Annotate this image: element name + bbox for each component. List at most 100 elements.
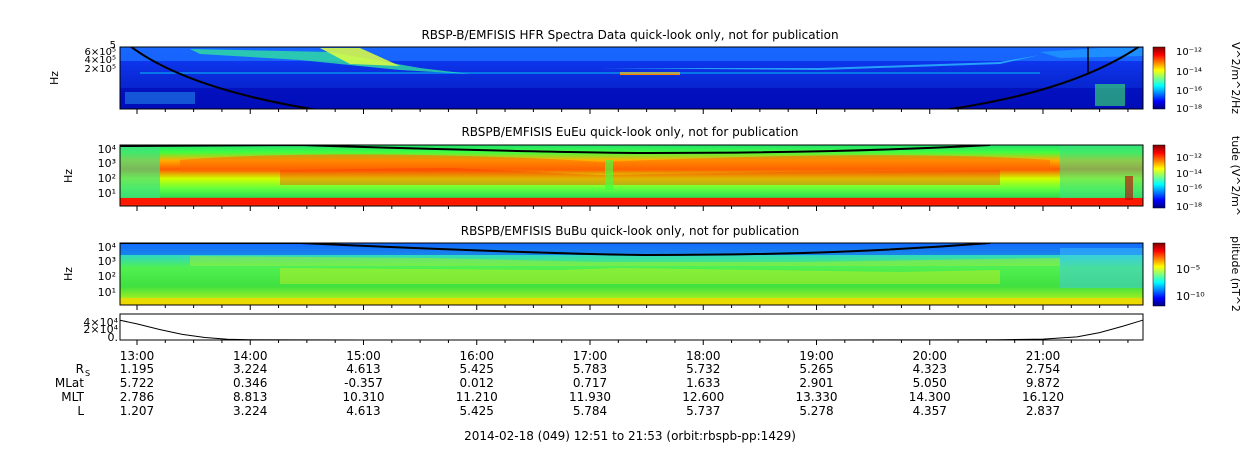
- ephemeris-value: 5.050: [913, 376, 947, 390]
- eueu-ylabel: Hz: [62, 169, 75, 183]
- bubu-ytick-label: 10³: [98, 255, 116, 268]
- ephemeris-value: 4.323: [913, 362, 947, 376]
- ephemeris-value: 5.783: [573, 362, 607, 376]
- ephemeris-row-label: MLT: [61, 390, 84, 404]
- ephemeris-value: 5.722: [120, 376, 154, 390]
- bubu-spectrogram: [120, 243, 1143, 305]
- bubu-panel: RBSPB/EMFISIS BuBu quick-look only, not …: [62, 224, 1242, 312]
- bubu-colorbar: [1152, 242, 1166, 307]
- ephemeris-value: 5.265: [799, 362, 833, 376]
- bubu-cyclotron-curve: [120, 243, 991, 257]
- ephemeris-value: 0.012: [460, 376, 494, 390]
- bubu-ytick-label: 10⁴: [98, 241, 117, 254]
- ephemeris-value: 9.872: [1026, 376, 1060, 390]
- ephemeris-value: 1.633: [686, 376, 720, 390]
- bubu-cbar-tick: 10⁻¹⁰: [1176, 290, 1205, 303]
- hfr-colorbar: [1152, 46, 1166, 110]
- ephemeris-value: -0.357: [344, 376, 383, 390]
- line-xticks: [136, 340, 1129, 345]
- eueu-cbar-label: tude (V^2/m^: [1229, 136, 1242, 216]
- ephemeris-value: 14.300: [909, 390, 951, 404]
- bubu-frame: [119, 242, 1144, 306]
- line-ytick-label: 0.: [108, 331, 119, 344]
- bubu-cbar-label: plitude (nT^2: [1229, 236, 1242, 312]
- ephemeris-value: 5.732: [686, 362, 720, 376]
- ephemeris-value: 2.837: [1026, 404, 1060, 418]
- eueu-frame: [119, 144, 1144, 207]
- line-ytick-label: 4×10⁴: [83, 316, 118, 329]
- hfr-cbar-tick: 10⁻¹⁶: [1176, 86, 1202, 97]
- ephemeris-value: 3.224: [233, 362, 267, 376]
- ephemeris-value: 1.207: [120, 404, 154, 418]
- time-label: 16:00: [459, 349, 494, 363]
- ephemeris-row-subscript: S: [85, 369, 90, 378]
- ephemeris-value: 11.930: [569, 390, 611, 404]
- hfr-ytop-label: 5: [110, 40, 116, 51]
- ephemeris-value: 0.717: [573, 376, 607, 390]
- ephemeris-value: 13.330: [795, 390, 837, 404]
- ephemeris-value: 5.784: [573, 404, 607, 418]
- line-panel: 4×10⁴ 2×10⁴ 0.: [83, 313, 1144, 345]
- hfr-plasma-curve: [129, 47, 1141, 109]
- eueu-panel: RBSPB/EMFISIS EuEu quick-look only, not …: [62, 125, 1242, 216]
- eueu-title: RBSPB/EMFISIS EuEu quick-look only, not …: [461, 125, 798, 139]
- ephemeris-value: 2.901: [799, 376, 833, 390]
- hfr-ytick-label: 2×10⁵: [85, 64, 116, 75]
- ephemeris-value: 5.278: [799, 404, 833, 418]
- hfr-ytick-label: 6×10⁵: [85, 47, 116, 58]
- hfr-panel: RBSP-B/EMFISIS HFR Spectra Data quick-lo…: [48, 28, 1242, 115]
- hfr-xticks: [136, 109, 1129, 114]
- time-label: 15:00: [346, 349, 381, 363]
- time-label: 17:00: [573, 349, 608, 363]
- line-ytick-label: 2×10⁴: [83, 323, 118, 336]
- bubu-xticks: [136, 305, 1129, 310]
- line-frame: [119, 313, 1144, 341]
- ephemeris-value: 4.357: [913, 404, 947, 418]
- eueu-xticks: [136, 206, 1129, 211]
- bubu-ytick-label: 10²: [98, 270, 116, 283]
- hfr-spectrogram: [120, 47, 1143, 109]
- ephemeris-value: 3.224: [233, 404, 267, 418]
- ephemeris-value: 12.600: [682, 390, 724, 404]
- ephemeris-value: 4.613: [346, 404, 380, 418]
- eueu-cbar-tick: 10⁻¹⁸: [1176, 202, 1202, 213]
- eueu-cyclotron-curve: [120, 145, 991, 155]
- ephemeris-value: 2.786: [120, 390, 154, 404]
- footer-text: 2014-02-18 (049) 12:51 to 21:53 (orbit:r…: [464, 429, 796, 443]
- hfr-ytick-label: 4×10⁵: [85, 55, 116, 66]
- eueu-spectrogram: [120, 145, 1143, 206]
- bubu-ylabel: Hz: [62, 267, 75, 281]
- eueu-cbar-tick: 10⁻¹²: [1176, 153, 1202, 164]
- ephemeris-value: 8.813: [233, 390, 267, 404]
- time-label: 20:00: [912, 349, 947, 363]
- eueu-ytick-label: 10³: [98, 157, 116, 170]
- ephemeris-value: 16.120: [1022, 390, 1064, 404]
- ephemeris-value: 1.195: [120, 362, 154, 376]
- ephemeris-value: 11.210: [456, 390, 498, 404]
- ephemeris-value: 4.613: [346, 362, 380, 376]
- ephemeris-table: 13:00 14:00 15:00 16:00 17:00 18:00 19:00 20:00…: [55, 349, 1064, 418]
- ephemeris-row-label: R: [76, 362, 84, 376]
- eueu-ytick-label: 10¹: [98, 187, 116, 200]
- ephemeris-value: 5.737: [686, 404, 720, 418]
- eueu-cbar-tick: 10⁻¹⁴: [1176, 169, 1202, 180]
- time-label: 21:00: [1026, 349, 1061, 363]
- time-label: 19:00: [799, 349, 834, 363]
- bubu-cbar-tick: 10⁻⁵: [1176, 263, 1200, 276]
- ephemeris-value: 5.425: [460, 404, 494, 418]
- hfr-frame: [119, 46, 1144, 110]
- bubu-title: RBSPB/EMFISIS BuBu quick-look only, not …: [461, 224, 799, 238]
- time-label: 18:00: [686, 349, 721, 363]
- ephemeris-value: 10.310: [342, 390, 384, 404]
- hfr-cbar-tick: 10⁻¹²: [1176, 47, 1202, 58]
- time-label: 13:00: [120, 349, 155, 363]
- hfr-cbar-tick: 10⁻¹⁸: [1176, 104, 1202, 115]
- hfr-cbar-tick: 10⁻¹⁴: [1176, 67, 1202, 78]
- ephemeris-row-label: L: [77, 404, 84, 418]
- hfr-cbar-label: V^2/m^2/Hz: [1229, 42, 1242, 114]
- ephemeris-value: 0.346: [233, 376, 267, 390]
- eueu-ytick-label: 10²: [98, 172, 116, 185]
- hfr-ylabel: Hz: [48, 71, 61, 85]
- ephemeris-row-label: MLat: [55, 376, 84, 390]
